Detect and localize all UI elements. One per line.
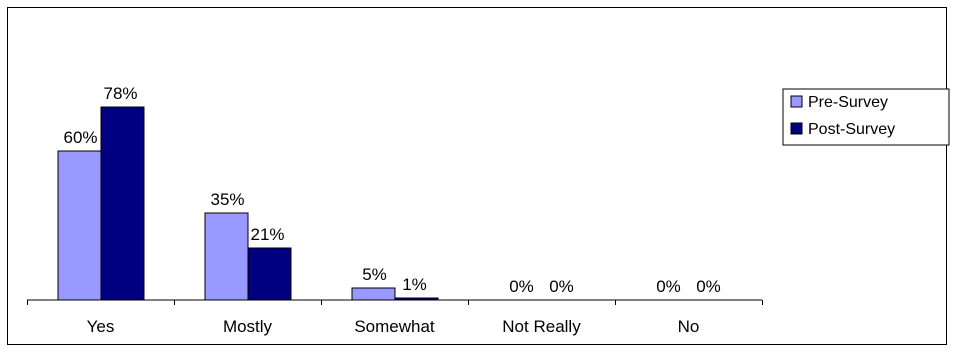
chart-frame: [7, 7, 947, 345]
x-axis: [27, 299, 763, 305]
legend-swatch-post-survey: [790, 122, 803, 135]
data-label-pre-survey-somewhat: 5%: [362, 265, 387, 284]
labels-layer: Yes 60% 78% Mostly 35% 21% Somewhat 5% 1% Not Rea…: [63, 84, 720, 336]
bar-post-survey-mostly: [247, 247, 292, 301]
data-label-pre-survey-mostly: 35%: [210, 190, 244, 209]
data-label-pre-survey-yes: 60%: [63, 128, 97, 147]
legend-label-pre-survey: Pre-Survey: [808, 94, 888, 111]
legend: Pre-Survey Post-Survey: [782, 88, 950, 146]
legend-swatch-pre-survey: [790, 95, 803, 108]
data-label-post-survey-mostly: 21%: [250, 225, 284, 244]
x-tick-label-somewhat: Somewhat: [354, 317, 435, 336]
data-label-pre-survey-no: 0%: [656, 277, 681, 296]
data-label-pre-survey-not-really: 0%: [509, 277, 534, 296]
data-label-post-survey-somewhat: 1%: [402, 275, 427, 294]
data-label-post-survey-yes: 78%: [103, 84, 137, 103]
data-label-post-survey-not-really: 0%: [549, 277, 574, 296]
data-label-post-survey-no: 0%: [696, 277, 721, 296]
x-tick-label-not-really: Not Really: [502, 317, 581, 336]
bar-pre-survey-yes: [57, 150, 102, 301]
bar-pre-survey-somewhat: [351, 287, 396, 301]
x-tick-label-yes: Yes: [87, 317, 115, 336]
bar-pre-survey-mostly: [204, 212, 249, 301]
bars-layer: [57, 106, 439, 301]
x-tick-label-mostly: Mostly: [223, 317, 273, 336]
bar-post-survey-yes: [100, 106, 145, 301]
legend-box: [782, 88, 950, 146]
x-tick-label-no: No: [678, 317, 700, 336]
legend-label-post-survey: Post-Survey: [808, 121, 895, 138]
